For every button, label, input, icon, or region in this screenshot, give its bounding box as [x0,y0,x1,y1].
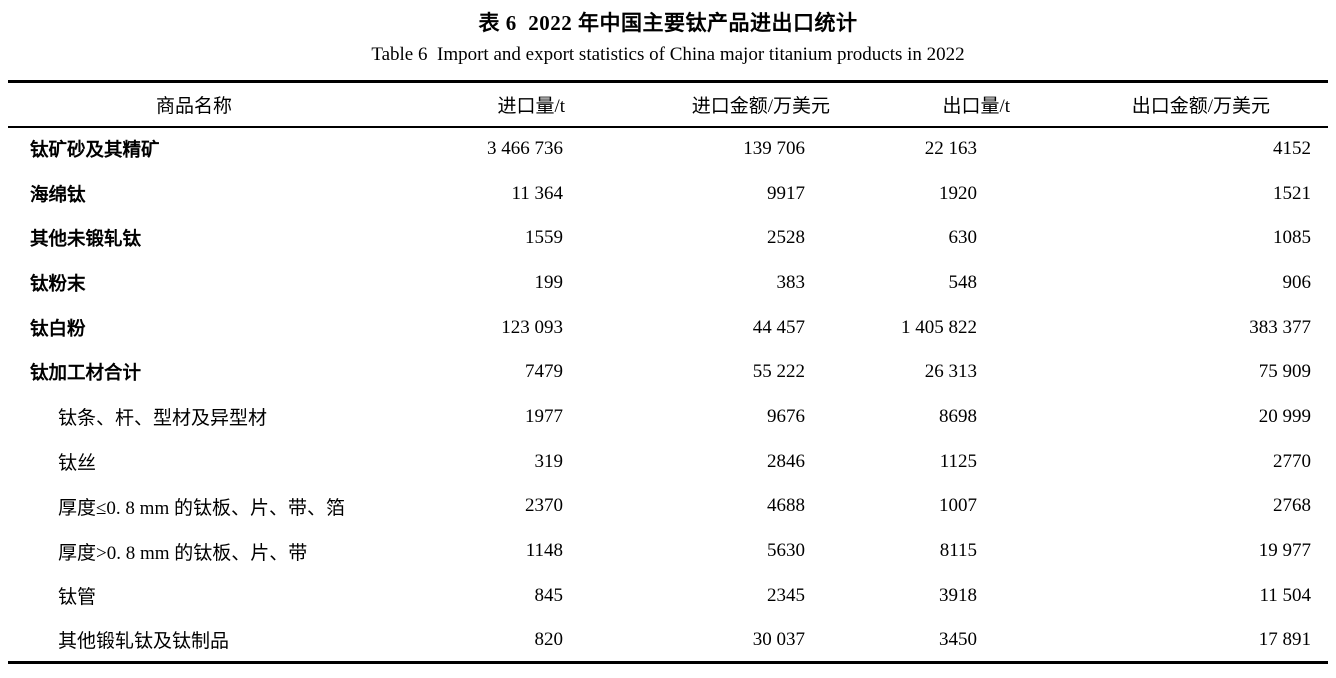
column-header-export-volume: 出口量/t [942,95,1010,117]
value-cell: 55 222 [752,361,805,383]
value-cell: 11 364 [511,182,563,204]
value-cell: 4152 [1273,138,1311,160]
column-header-import-volume: 进口量/t [497,95,565,117]
table-row: 其他锻轧钛及钛制品 820 30 037 3450 17 891 [8,618,1328,663]
value-cell: 2528 [767,227,805,249]
value-cell: 1 405 822 [901,316,977,338]
value-cell: 30 037 [752,628,805,650]
value-cell: 1148 [525,540,563,562]
product-name-cell: 钛丝 [58,453,97,475]
value-cell: 845 [534,584,564,606]
value-cell: 1977 [525,405,563,427]
value-cell: 123 093 [501,316,563,338]
product-name-cell: 钛矿砂及其精矿 [30,139,160,161]
product-name-cell: 海绵钛 [30,183,86,205]
value-cell: 2345 [767,584,805,606]
table-row: 钛丝 319 2846 1125 2770 [8,439,1328,484]
value-cell: 548 [948,271,978,293]
value-cell: 7479 [525,361,563,383]
product-name-cell: 其他锻轧钛及钛制品 [58,631,230,653]
value-cell: 1521 [1273,182,1311,204]
value-cell: 3450 [939,628,977,650]
product-name-cell: 厚度≤0. 8 mm 的钛板、片、带、箔 [58,497,345,519]
product-name-cell: 钛条、杆、型材及异型材 [58,408,268,430]
value-cell: 820 [534,628,564,650]
product-name-cell: 钛粉末 [30,272,86,294]
column-header-import-value: 进口金额/万美元 [691,95,830,117]
value-cell: 26 313 [924,361,977,383]
table-row: 其他未锻轧钛 1559 2528 630 1085 [8,216,1328,261]
table-row: 钛矿砂及其精矿 3 466 736 139 706 22 163 4152 [8,127,1328,172]
value-cell: 3918 [939,584,977,606]
table-title-zh: 表 6 2022 年中国主要钛产品进出口统计 [478,11,858,35]
value-cell: 11 504 [1259,584,1311,606]
value-cell: 44 457 [752,316,805,338]
column-header-product-name: 商品名称 [155,95,232,117]
value-cell: 3 466 736 [487,138,563,160]
product-name-cell: 钛加工材合计 [30,362,142,384]
value-cell: 4688 [767,495,805,517]
value-cell: 199 [534,271,564,293]
table-row: 海绵钛 11 364 9917 1920 1521 [8,171,1328,216]
value-cell: 1085 [1273,227,1311,249]
value-cell: 19 977 [1258,540,1311,562]
value-cell: 9917 [767,182,805,204]
value-cell: 1559 [525,227,563,249]
value-cell: 8698 [939,405,977,427]
value-cell: 1920 [939,182,977,204]
column-header-export-value: 出口金额/万美元 [1131,95,1270,117]
table-row: 钛条、杆、型材及异型材 1977 9676 8698 20 999 [8,395,1328,440]
value-cell: 9676 [767,405,805,427]
import-export-table: 商品名称 进口量/t 进口金额/万美元 出口量/t 出口金额/万美元 钛矿砂及其… [8,80,1328,665]
header-row: 商品名称 进口量/t 进口金额/万美元 出口量/t 出口金额/万美元 [8,82,1328,127]
value-cell: 383 377 [1249,316,1311,338]
product-name-cell: 其他未锻轧钛 [30,228,142,250]
product-name-cell: 钛管 [58,587,97,609]
value-cell: 2846 [767,450,805,472]
value-cell: 906 [1282,271,1312,293]
table-title-en: Table 6 Import and export statistics of … [371,44,965,65]
value-cell: 1125 [939,450,977,472]
value-cell: 5630 [767,540,805,562]
table-header: 商品名称 进口量/t 进口金额/万美元 出口量/t 出口金额/万美元 [8,82,1328,127]
value-cell: 383 [776,271,806,293]
value-cell: 630 [948,227,978,249]
value-cell: 75 909 [1258,361,1311,383]
value-cell: 20 999 [1258,405,1311,427]
value-cell: 139 706 [743,138,805,160]
value-cell: 17 891 [1258,628,1311,650]
table-row: 钛管 845 2345 3918 11 504 [8,573,1328,618]
product-name-cell: 钛白粉 [30,317,86,339]
table-row: 厚度>0. 8 mm 的钛板、片、带 1148 5630 8115 19 977 [8,529,1328,574]
product-name-cell: 厚度>0. 8 mm 的钛板、片、带 [58,542,308,564]
table-row: 厚度≤0. 8 mm 的钛板、片、带、箔 2370 4688 1007 2768 [8,484,1328,529]
value-cell: 2770 [1273,450,1311,472]
table-row: 钛白粉 123 093 44 457 1 405 822 383 377 [8,305,1328,350]
table-row: 钛粉末 199 383 548 906 [8,261,1328,306]
table-row: 钛加工材合计 7479 55 222 26 313 75 909 [8,350,1328,395]
value-cell: 1007 [939,495,977,517]
value-cell: 22 163 [924,138,977,160]
table-body: 钛矿砂及其精矿 3 466 736 139 706 22 163 4152 海绵钛 11 3… [8,127,1328,663]
value-cell: 2370 [525,495,563,517]
value-cell: 8115 [939,540,977,562]
value-cell: 2768 [1273,495,1311,517]
value-cell: 319 [534,450,564,472]
